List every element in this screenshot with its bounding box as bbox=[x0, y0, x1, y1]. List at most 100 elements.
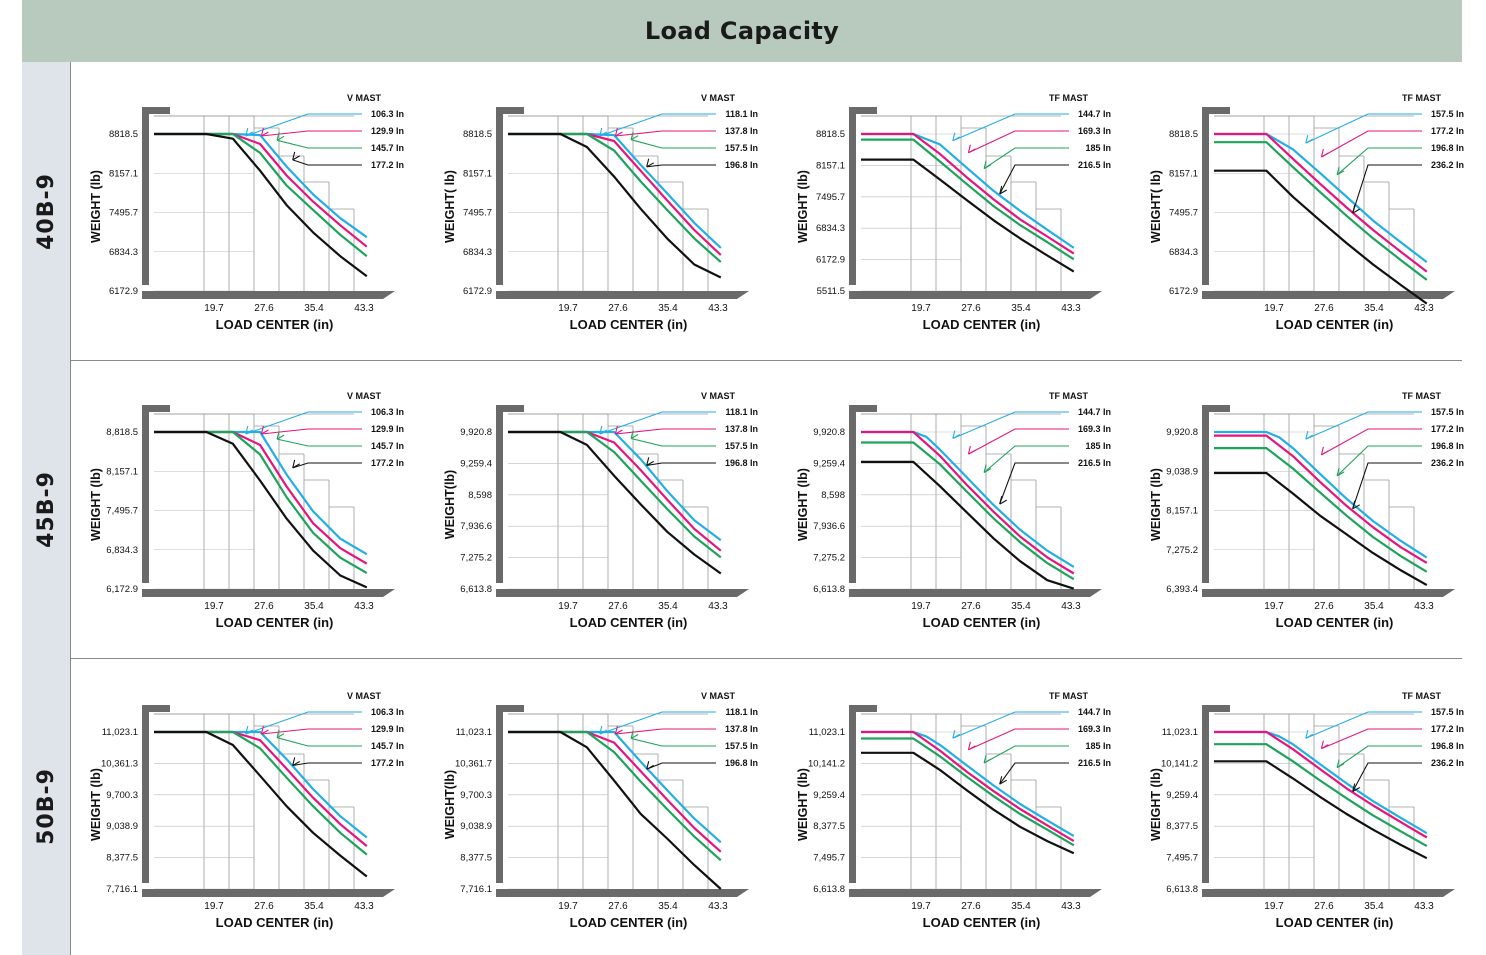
legend-arrow-icon bbox=[245, 725, 254, 735]
legend-callout-line bbox=[999, 164, 1069, 195]
series-line-144.7-in bbox=[861, 730, 1075, 838]
y-axis-label: WEIGHT(lb) bbox=[443, 770, 457, 839]
x-tick-label: 43.3 bbox=[1414, 901, 1434, 912]
series-line-169.3-in bbox=[861, 730, 1075, 843]
y-tick-label: 9,259.4 bbox=[460, 458, 492, 469]
y-tick-label: 10,141.2 bbox=[808, 758, 845, 769]
x-tick-label: 19.7 bbox=[204, 601, 224, 612]
series-line-129.9-in bbox=[154, 430, 368, 565]
y-tick-label: 8818.5 bbox=[109, 129, 138, 140]
legend-arrow-icon bbox=[292, 151, 300, 161]
series-line-137.8-in bbox=[508, 430, 722, 552]
series-line-177.2-in bbox=[1214, 132, 1428, 273]
row-label-band-1 bbox=[22, 62, 70, 360]
legend-arrow-icon bbox=[599, 425, 608, 435]
x-tick-label: 19.7 bbox=[911, 601, 931, 612]
y-tick-label: 6,613.8 bbox=[813, 584, 845, 595]
series-line-236.2-in bbox=[1214, 760, 1428, 860]
x-axis-fork bbox=[1202, 589, 1455, 597]
legend-label: 137.8 In bbox=[725, 424, 758, 434]
y-tick-label: 8,377.5 bbox=[1166, 821, 1198, 832]
x-axis-label: LOAD CENTER (in) bbox=[570, 615, 688, 630]
x-tick-label: 43.3 bbox=[708, 901, 728, 912]
legend-label: 157.5 In bbox=[725, 143, 758, 153]
series-line-157.5-in bbox=[1214, 132, 1428, 263]
y-axis-mast bbox=[496, 405, 524, 583]
legend-callout-line bbox=[1305, 113, 1422, 144]
legend-callout-line bbox=[615, 130, 716, 137]
legend-label: 145.7 In bbox=[371, 143, 404, 153]
series-line-157.5-in bbox=[508, 730, 722, 862]
legend-arrow-icon bbox=[1352, 500, 1360, 510]
series-line-157.5-in bbox=[508, 132, 722, 263]
load-chart-40b-9-4: 8818.5 8157.1 7495.7 6834.3 6172.9 19.7 27.6 35… bbox=[1149, 93, 1464, 332]
legend-label: 177.2 In bbox=[371, 160, 404, 170]
legend-callout-line bbox=[968, 130, 1069, 154]
y-axis-mast bbox=[849, 705, 877, 883]
mast-type-label: TF MAST bbox=[1402, 391, 1441, 401]
legend-label: 106.3 In bbox=[371, 407, 404, 417]
load-chart-40b-9-1: 8818.5 8157.1 7495.7 6834.3 6172.9 19.7 27.6 35… bbox=[89, 93, 404, 332]
y-tick-label: 7,495.7 bbox=[1166, 853, 1198, 864]
y-tick-label: 11,023.1 bbox=[102, 727, 138, 738]
legend-arrow-icon bbox=[646, 761, 654, 770]
legend-label: 144.7 In bbox=[1078, 707, 1111, 717]
legend-label: 129.9 In bbox=[371, 126, 404, 136]
legend-arrow-icon bbox=[1336, 166, 1345, 176]
legend-callout-line bbox=[599, 711, 716, 735]
row-label-text: 50B-9 bbox=[33, 768, 59, 845]
legend-callout-line bbox=[245, 711, 362, 735]
legend-arrow-icon bbox=[260, 127, 269, 137]
x-axis-fork bbox=[849, 291, 1102, 299]
y-tick-label: 8,818.5 bbox=[106, 427, 138, 438]
legend-arrow-icon bbox=[646, 158, 654, 168]
x-tick-label: 35.4 bbox=[658, 901, 678, 912]
x-axis-label: LOAD CENTER (in) bbox=[923, 317, 1041, 332]
legend-label: 144.7 In bbox=[1078, 109, 1111, 119]
series-line-106.3-in bbox=[154, 430, 368, 556]
legend-label: 177.2 In bbox=[1431, 724, 1464, 734]
row-label-band-2 bbox=[22, 360, 70, 658]
y-tick-label: 9,920.8 bbox=[813, 427, 845, 438]
x-tick-label: 19.7 bbox=[1264, 901, 1284, 912]
legend-label: 196.8 In bbox=[1431, 441, 1464, 451]
legend-label: 157.5 In bbox=[1431, 707, 1464, 717]
x-axis-label: LOAD CENTER (in) bbox=[570, 317, 688, 332]
legend-callout-line bbox=[630, 139, 716, 149]
load-chart-40b-9-3: 8818.5 8157.1 7495.7 6834.3 6172.9 5511.5 19.7… bbox=[796, 93, 1111, 332]
y-tick-label: 8,377.5 bbox=[813, 821, 845, 832]
x-axis-fork bbox=[849, 589, 1102, 597]
x-axis-fork bbox=[496, 291, 749, 299]
legend-label: 129.9 In bbox=[371, 724, 404, 734]
y-tick-label: 11,023.1 bbox=[809, 727, 845, 738]
y-tick-label: 8,598 bbox=[821, 490, 845, 501]
x-tick-label: 43.3 bbox=[354, 901, 374, 912]
x-tick-label: 19.7 bbox=[558, 901, 578, 912]
y-tick-label: 8157.1 bbox=[109, 168, 138, 179]
legend-label: 185 In bbox=[1085, 441, 1111, 451]
chart-grid-lines bbox=[861, 413, 1062, 590]
series-line-144.7-in bbox=[861, 430, 1075, 568]
legend-callout-line bbox=[952, 711, 1069, 739]
legend-callout-line bbox=[999, 762, 1069, 785]
series-line-177.2-in bbox=[154, 132, 368, 278]
legend-arrow-icon bbox=[276, 132, 285, 141]
series-line-157.5-in bbox=[1214, 730, 1428, 835]
legend-callout-line bbox=[1305, 411, 1422, 440]
legend-arrow-icon bbox=[260, 425, 269, 435]
legend-label: 137.8 In bbox=[725, 126, 758, 136]
series-line-145.7-in bbox=[154, 730, 368, 856]
load-chart-50b-9-2: 11,023.1 10,361.7 9,700.3 9,038.9 8,377.5 7,7… bbox=[443, 691, 758, 930]
legend-callout-line bbox=[292, 762, 362, 767]
legend-label: 185 In bbox=[1085, 741, 1111, 751]
y-tick-label: 7495.7 bbox=[463, 208, 492, 219]
y-axis-label: WEIGHT (lb) bbox=[796, 468, 810, 541]
legend-label: 157.5 In bbox=[725, 741, 758, 751]
legend-arrow-icon bbox=[952, 730, 961, 739]
legend-callout-line bbox=[261, 728, 362, 735]
y-tick-label: 6834.3 bbox=[109, 247, 138, 258]
x-tick-label: 35.4 bbox=[1364, 601, 1384, 612]
x-tick-label: 27.6 bbox=[961, 901, 981, 912]
x-axis-label: LOAD CENTER (in) bbox=[1276, 915, 1394, 930]
legend-label: 177.2 In bbox=[1431, 424, 1464, 434]
